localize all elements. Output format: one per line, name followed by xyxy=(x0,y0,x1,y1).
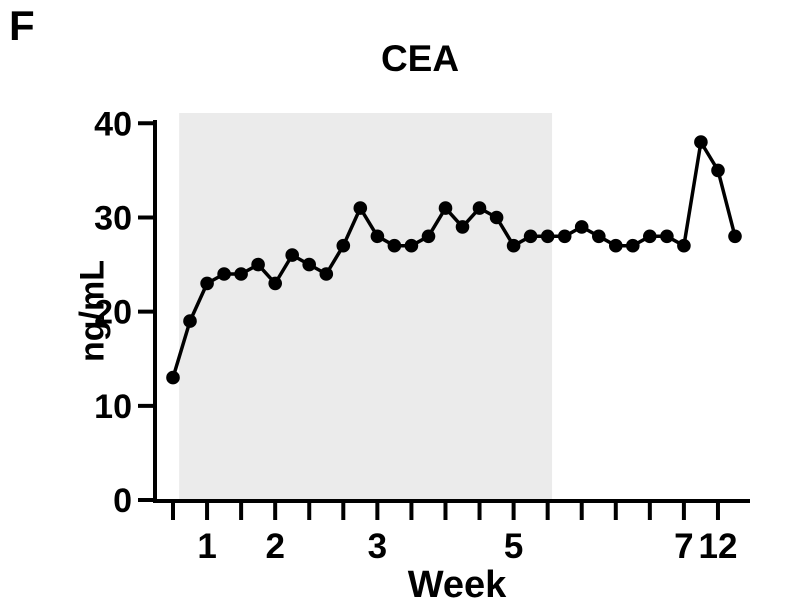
data-point xyxy=(523,229,538,244)
series-line xyxy=(171,140,737,380)
data-point xyxy=(455,220,470,234)
shaded-treatment-region xyxy=(179,113,553,502)
x-axis-title: Week xyxy=(407,564,507,606)
y-tick-label: 20 xyxy=(94,294,132,332)
data-point xyxy=(557,229,572,244)
chart-title: CEA xyxy=(380,38,460,79)
y-tick-label: 10 xyxy=(94,388,132,426)
data-point xyxy=(677,238,691,253)
data-point xyxy=(404,238,419,253)
y-tick-label: 40 xyxy=(94,105,132,143)
data-point xyxy=(728,229,742,244)
data-point xyxy=(489,210,504,225)
x-tick-label: 2 xyxy=(265,527,284,566)
data-point xyxy=(660,229,674,244)
data-point xyxy=(626,238,640,253)
data-point xyxy=(234,267,248,281)
data-point xyxy=(200,276,214,291)
data-point xyxy=(592,229,606,244)
data-point xyxy=(302,257,317,272)
data-point xyxy=(643,229,657,244)
data-point xyxy=(574,220,589,234)
y-tick-label: 30 xyxy=(94,199,132,237)
data-point xyxy=(711,163,725,178)
data-point xyxy=(268,276,283,291)
x-tick-label: 12 xyxy=(698,527,737,566)
x-tick-label: 5 xyxy=(504,527,523,566)
data-point xyxy=(609,238,623,253)
data-point xyxy=(387,238,402,253)
data-point xyxy=(285,248,300,262)
data-point xyxy=(217,267,231,281)
data-point xyxy=(353,201,368,215)
data-point xyxy=(166,370,180,385)
data-point xyxy=(694,135,708,149)
data-point xyxy=(472,201,487,215)
x-tick-label: 1 xyxy=(197,527,216,566)
data-point xyxy=(370,229,385,244)
data-point xyxy=(251,257,265,272)
data-point xyxy=(336,238,351,253)
x-tick-label: 7 xyxy=(674,527,693,566)
panel-letter: F xyxy=(9,2,35,49)
data-point xyxy=(540,229,555,244)
data-point xyxy=(421,229,436,244)
y-tick-label: 0 xyxy=(113,482,132,520)
data-point xyxy=(506,238,521,253)
data-point xyxy=(438,201,453,215)
x-tick-label: 3 xyxy=(368,527,387,566)
data-point xyxy=(183,314,197,328)
data-point xyxy=(319,267,334,281)
